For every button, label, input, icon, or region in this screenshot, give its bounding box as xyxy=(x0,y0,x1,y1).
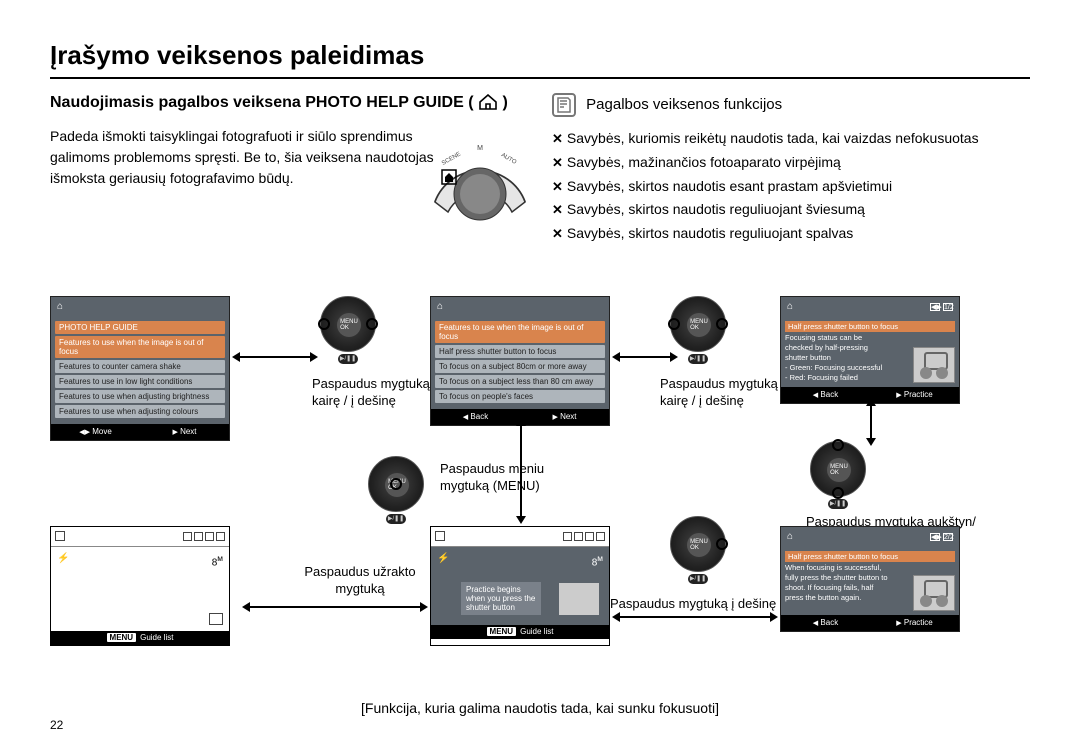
menu-badge: MENU xyxy=(107,633,137,642)
svg-text:SCENE: SCENE xyxy=(441,151,462,167)
flash-icon: ⚡ xyxy=(437,553,449,564)
title-rule xyxy=(50,77,1030,79)
page-number: 22 xyxy=(50,718,63,732)
thumb-illustration xyxy=(913,347,955,383)
columns: Naudojimasis pagalbos veiksena PHOTO HEL… xyxy=(50,93,1030,246)
control-pad: MENUOK ▶/❚❚ xyxy=(670,296,726,352)
lcd-screen-2: ⌂ Features to use when the image is out … xyxy=(430,296,610,426)
control-pad: MENUOK ▶/❚❚ xyxy=(320,296,376,352)
list-item: Features to use in low light conditions xyxy=(55,375,225,388)
menu-ok-button: MENUOK xyxy=(687,313,711,337)
flow-diagram: ⌂ PHOTO HELP GUIDE Features to use when … xyxy=(50,266,1030,696)
home-icon xyxy=(55,531,65,541)
caption-menu: Paspaudus meniu mygtuką (MENU) xyxy=(440,461,580,495)
right-column: Pagalbos veiksenos funkcijos Savybės, ku… xyxy=(552,93,1030,246)
caption-lock: Paspaudus užrakto mygtuką xyxy=(300,564,420,598)
control-pad: MENUOK ▶/❚❚ xyxy=(368,456,424,512)
lcd-screen-3: ⌂ ◀▶1/2 Half press shutter button to foc… xyxy=(780,296,960,404)
size-indicator: 8м xyxy=(212,553,223,568)
arrow-icon xyxy=(870,406,872,438)
feature-item: Savybės, skirtos naudotis esant prastam … xyxy=(552,175,1030,199)
list-item: To focus on people's faces xyxy=(435,390,605,403)
list-item: Features to use when the image is out of… xyxy=(55,336,225,358)
flash-icon: ⚡ xyxy=(57,553,69,564)
menu-ok-button: MENUOK xyxy=(687,533,711,557)
caption-right: Paspaudus mygtuką į dešinę xyxy=(610,596,790,613)
home-icon xyxy=(435,531,445,541)
subtitle-suffix: ) xyxy=(502,94,507,111)
lcd-screen-1: ⌂ PHOTO HELP GUIDE Features to use when … xyxy=(50,296,230,441)
menu-badge: MENU xyxy=(487,627,517,636)
foot-label: Practice xyxy=(904,618,933,627)
arrow-icon xyxy=(620,356,670,358)
list-item: Features to counter camera shake xyxy=(55,360,225,373)
foot-label: Guide list xyxy=(520,627,553,636)
right-heading: Pagalbos veiksenos funkcijos xyxy=(586,96,782,113)
left-body: Padeda išmokti taisyklingai fotografuoti… xyxy=(50,126,450,189)
svg-text:M: M xyxy=(477,145,483,152)
list-item: Features to use when adjusting colours xyxy=(55,405,225,418)
control-pad: MENUOK ▶/❚❚ xyxy=(810,441,866,497)
help-title: Half press shutter button to focus xyxy=(785,551,955,562)
help-title: Half press shutter button to focus xyxy=(785,321,955,332)
size-indicator: 8м xyxy=(592,553,603,568)
left-subtitle: Naudojimasis pagalbos veiksena PHOTO HEL… xyxy=(50,93,528,116)
list-item: Features to use when the image is out of… xyxy=(435,321,605,343)
menu-header: PHOTO HELP GUIDE xyxy=(55,321,225,334)
home-icon: ⌂ xyxy=(437,301,443,312)
foot-label: Move xyxy=(92,427,112,436)
home-icon: ⌂ xyxy=(787,301,793,312)
thumb-illustration xyxy=(559,583,599,615)
bottom-caption: [Funkcija, kuria galima naudotis tada, k… xyxy=(50,700,1030,716)
feature-item: Savybės, skirtos naudotis reguliuojant š… xyxy=(552,198,1030,222)
foot-label: Back xyxy=(820,618,838,627)
feature-item: Savybės, kuriomis reikėtų naudotis tada,… xyxy=(552,127,1030,151)
help-line: When focusing is successful, xyxy=(785,563,955,572)
right-heading-row: Pagalbos veiksenos funkcijos xyxy=(552,93,1030,117)
foot-label: Back xyxy=(820,390,838,399)
home-icon: ⌂ xyxy=(57,301,63,312)
mode-icon xyxy=(209,613,223,625)
list-item: To focus on a subject 80cm or more away xyxy=(435,360,605,373)
arrow-icon xyxy=(240,356,310,358)
lcd-screen-6: ⌂ ◀▶2/2 Half press shutter button to foc… xyxy=(780,526,960,632)
caption-lr: Paspaudus mygtuką į kairę / į dešinę xyxy=(312,376,442,410)
overlay-msg: Practice begins when you press the shutt… xyxy=(461,582,541,615)
list-item: Features to use when adjusting brightnes… xyxy=(55,390,225,403)
page-indicator: 1/2 xyxy=(943,303,953,311)
foot-label: Next xyxy=(180,427,196,436)
foot-label: Back xyxy=(470,412,488,421)
thumb-illustration xyxy=(913,575,955,611)
house-icon xyxy=(478,94,498,116)
feature-item: Savybės, skirtos naudotis reguliuojant s… xyxy=(552,222,1030,246)
arrow-icon xyxy=(620,616,770,618)
caption-lr: Paspaudus mygtuką į kairę / į dešinę xyxy=(660,376,790,410)
foot-label: Practice xyxy=(904,390,933,399)
note-icon xyxy=(552,93,576,117)
menu-ok-button: MENUOK xyxy=(827,458,851,482)
lcd-screen-4: ⚡ 8м MENUGuide list xyxy=(50,526,230,646)
page-title: Įrašymo veiksenos paleidimas xyxy=(50,40,1030,71)
subtitle-text: Naudojimasis pagalbos veiksena PHOTO HEL… xyxy=(50,94,474,111)
foot-label: Next xyxy=(560,412,576,421)
help-line: Focusing status can be xyxy=(785,333,955,342)
list-item: Half press shutter button to focus xyxy=(435,345,605,358)
mode-dial-illustration: M AUTO SCENE xyxy=(430,130,530,230)
arrow-icon xyxy=(250,606,420,608)
list-item: To focus on a subject less than 80 cm aw… xyxy=(435,375,605,388)
svg-text:AUTO: AUTO xyxy=(500,152,518,166)
feature-list: Savybės, kuriomis reikėtų naudotis tada,… xyxy=(552,127,1030,246)
menu-ok-button: MENUOK xyxy=(337,313,361,337)
feature-item: Savybės, mažinančios fotoaparato virpėji… xyxy=(552,151,1030,175)
page-indicator: 2/2 xyxy=(943,533,953,541)
home-icon: ⌂ xyxy=(787,531,793,542)
foot-label: Guide list xyxy=(140,633,173,642)
control-pad: MENUOK ▶/❚❚ xyxy=(670,516,726,572)
arrow-icon xyxy=(520,426,522,516)
lcd-screen-5: ⚡ 8м Practice begins when you press the … xyxy=(430,526,610,646)
